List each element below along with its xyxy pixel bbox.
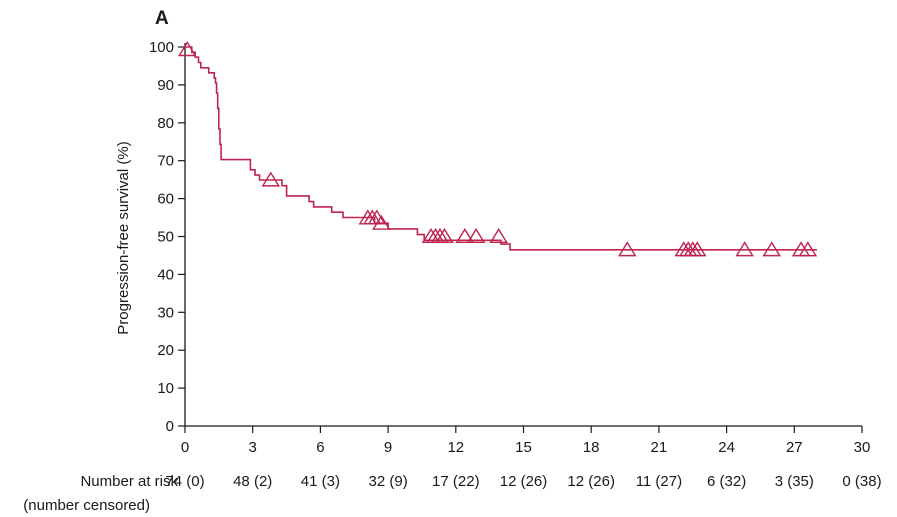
censor-marker xyxy=(455,228,475,244)
x-tick-label: 18 xyxy=(583,439,600,456)
censor-marker xyxy=(178,41,197,57)
x-tick-label: 30 xyxy=(854,439,871,456)
risk-table-values: 74 (0) 48 (2) 41 (3) 32 (9) 17 (22) 12 (26) 12… xyxy=(165,473,881,490)
y-tick-label: 10 xyxy=(157,380,174,397)
censor-marker xyxy=(688,241,707,257)
risk-value: 12 (26) xyxy=(500,473,548,490)
survival-curve-group xyxy=(185,46,817,251)
y-tick-label: 20 xyxy=(157,342,174,359)
risk-value: 74 (0) xyxy=(165,473,204,490)
censor-marker xyxy=(735,241,754,257)
risk-table-sublabel: (number censored) xyxy=(23,497,150,514)
censor-marker xyxy=(618,241,637,257)
survival-curve xyxy=(185,46,817,251)
risk-table-label: Number at risk xyxy=(80,473,178,490)
x-tick-label: 0 xyxy=(181,439,189,456)
risk-value: 3 (35) xyxy=(775,473,814,490)
y-tick-label: 30 xyxy=(157,304,174,321)
censor-markers xyxy=(178,41,818,257)
risk-value: 32 (9) xyxy=(369,473,408,490)
risk-value: 0 (38) xyxy=(842,473,881,490)
panel-label: A xyxy=(155,8,169,29)
x-tick-label: 12 xyxy=(447,439,464,456)
y-tick-label: 100 xyxy=(149,39,174,56)
risk-value: 12 (26) xyxy=(567,473,615,490)
y-tick-label: 80 xyxy=(157,115,174,132)
axes: 0 10 20 30 40 50 60 70 80 90 100 0 3 6 9 12 15 18 21 24 27 30 xyxy=(149,39,870,456)
x-tick-label: 21 xyxy=(651,439,668,456)
censor-marker xyxy=(798,241,818,257)
censor-marker xyxy=(372,214,391,230)
x-tick-label: 15 xyxy=(515,439,532,456)
x-tick-label: 9 xyxy=(384,439,392,456)
risk-value: 41 (3) xyxy=(301,473,340,490)
x-tick-label: 24 xyxy=(718,439,735,456)
censor-marker xyxy=(261,171,281,187)
risk-value: 17 (22) xyxy=(432,473,480,490)
y-tick-label: 50 xyxy=(157,229,174,246)
censor-marker xyxy=(762,241,781,257)
risk-value: 48 (2) xyxy=(233,473,272,490)
risk-value: 11 (27) xyxy=(636,473,682,490)
x-tick-label: 3 xyxy=(249,439,257,456)
y-tick-label: 40 xyxy=(157,266,174,283)
censor-marker xyxy=(466,228,486,244)
y-tick-label: 60 xyxy=(157,191,174,208)
y-tick-label: 0 xyxy=(166,418,174,435)
censor-marker xyxy=(435,228,454,244)
x-tick-label: 6 xyxy=(316,439,324,456)
x-tick-label: 27 xyxy=(786,439,803,456)
risk-value: 6 (32) xyxy=(707,473,746,490)
censor-marker xyxy=(489,228,508,244)
y-tick-label: 90 xyxy=(157,77,174,94)
y-axis-title: Progression-free survival (%) xyxy=(115,141,132,334)
y-tick-label: 70 xyxy=(157,153,174,170)
